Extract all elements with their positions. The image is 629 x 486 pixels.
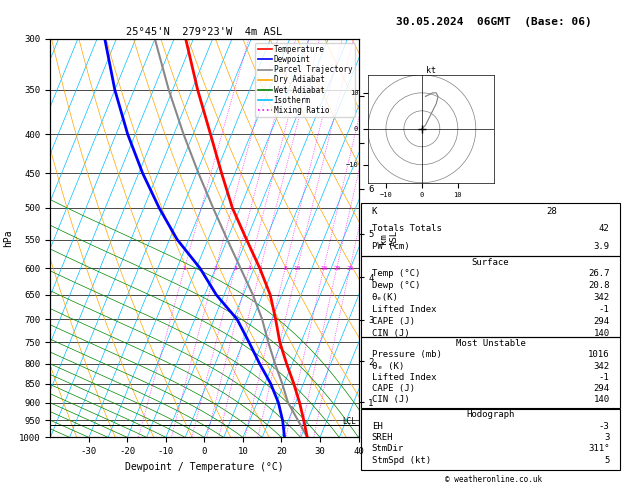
Text: -3: -3 bbox=[599, 422, 610, 431]
Text: EH: EH bbox=[372, 422, 382, 431]
Text: 140: 140 bbox=[593, 396, 610, 404]
Text: 28: 28 bbox=[546, 208, 557, 216]
Text: -1: -1 bbox=[599, 373, 610, 382]
Text: 2: 2 bbox=[214, 266, 218, 271]
Text: K: K bbox=[372, 208, 377, 216]
Text: Dewp (°C): Dewp (°C) bbox=[372, 281, 420, 290]
Bar bbox=[361, 409, 620, 470]
Text: Lifted Index: Lifted Index bbox=[372, 373, 437, 382]
Text: 20: 20 bbox=[333, 266, 340, 271]
Bar bbox=[361, 256, 620, 337]
Text: 294: 294 bbox=[593, 384, 610, 393]
Text: 4: 4 bbox=[247, 266, 251, 271]
Text: 294: 294 bbox=[593, 317, 610, 326]
Text: 25: 25 bbox=[346, 266, 353, 271]
Bar bbox=[361, 204, 620, 256]
Text: 30.05.2024  06GMT  (Base: 06): 30.05.2024 06GMT (Base: 06) bbox=[396, 17, 592, 27]
Text: 20.8: 20.8 bbox=[588, 281, 610, 290]
Text: 3: 3 bbox=[233, 266, 237, 271]
Text: -1: -1 bbox=[599, 305, 610, 314]
Text: 5: 5 bbox=[604, 456, 610, 465]
Text: CAPE (J): CAPE (J) bbox=[372, 317, 415, 326]
Text: θₑ(K): θₑ(K) bbox=[372, 293, 399, 302]
Text: PW (cm): PW (cm) bbox=[372, 242, 409, 251]
Legend: Temperature, Dewpoint, Parcel Trajectory, Dry Adiabat, Wet Adiabat, Isotherm, Mi: Temperature, Dewpoint, Parcel Trajectory… bbox=[255, 43, 355, 117]
Text: CIN (J): CIN (J) bbox=[372, 396, 409, 404]
X-axis label: Dewpoint / Temperature (°C): Dewpoint / Temperature (°C) bbox=[125, 462, 284, 472]
Text: StmSpd (kt): StmSpd (kt) bbox=[372, 456, 431, 465]
Text: Lifted Index: Lifted Index bbox=[372, 305, 437, 314]
Text: CIN (J): CIN (J) bbox=[372, 329, 409, 338]
Text: Surface: Surface bbox=[472, 258, 509, 267]
Text: 140: 140 bbox=[593, 329, 610, 338]
Text: Pressure (mb): Pressure (mb) bbox=[372, 350, 442, 359]
Text: 42: 42 bbox=[599, 225, 610, 233]
Text: 5: 5 bbox=[259, 266, 262, 271]
Text: 10: 10 bbox=[294, 266, 301, 271]
Text: LCL: LCL bbox=[343, 417, 357, 426]
Text: 26.7: 26.7 bbox=[588, 269, 610, 278]
Text: 311°: 311° bbox=[588, 444, 610, 453]
Text: 3: 3 bbox=[604, 433, 610, 442]
Text: 16: 16 bbox=[320, 266, 328, 271]
Text: Hodograph: Hodograph bbox=[467, 410, 515, 419]
Text: © weatheronline.co.uk: © weatheronline.co.uk bbox=[445, 474, 542, 484]
Text: 342: 342 bbox=[593, 293, 610, 302]
Text: 8: 8 bbox=[284, 266, 287, 271]
Text: StmDir: StmDir bbox=[372, 444, 404, 453]
Bar bbox=[361, 337, 620, 408]
Text: Totals Totals: Totals Totals bbox=[372, 225, 442, 233]
Title: kt: kt bbox=[426, 66, 436, 75]
Text: 1: 1 bbox=[183, 266, 187, 271]
Y-axis label: km
ASL: km ASL bbox=[379, 230, 399, 246]
Text: 1016: 1016 bbox=[588, 350, 610, 359]
Title: 25°45'N  279°23'W  4m ASL: 25°45'N 279°23'W 4m ASL bbox=[126, 27, 282, 37]
Text: 342: 342 bbox=[593, 362, 610, 371]
Y-axis label: hPa: hPa bbox=[4, 229, 14, 247]
Text: CAPE (J): CAPE (J) bbox=[372, 384, 415, 393]
Text: Temp (°C): Temp (°C) bbox=[372, 269, 420, 278]
Text: 3.9: 3.9 bbox=[593, 242, 610, 251]
Text: SREH: SREH bbox=[372, 433, 393, 442]
Text: θₑ (K): θₑ (K) bbox=[372, 362, 404, 371]
Text: Most Unstable: Most Unstable bbox=[455, 339, 526, 348]
